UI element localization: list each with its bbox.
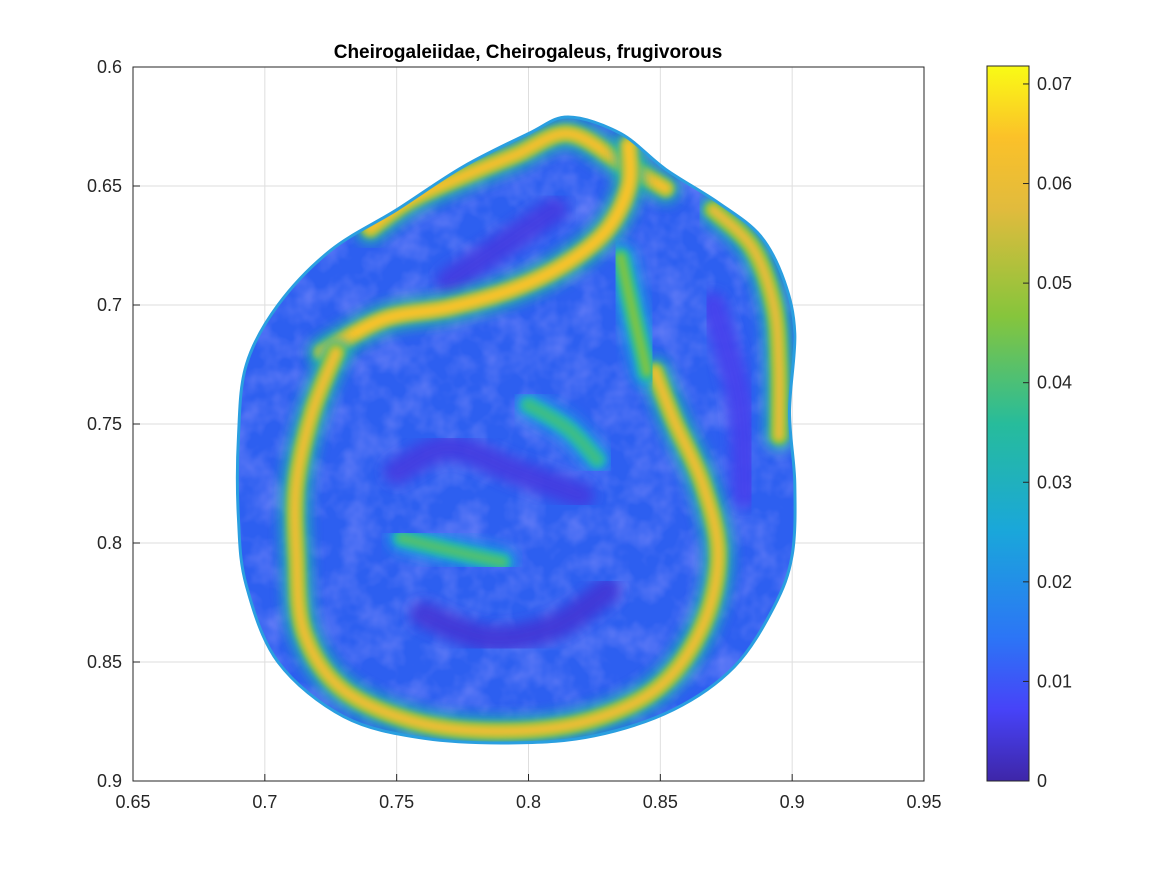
valley-band [436, 196, 568, 295]
valley-band [700, 292, 758, 509]
y-tick-label: 0.8 [97, 533, 122, 553]
colorbar-box [986, 65, 1030, 782]
surface-edge [235, 115, 797, 745]
colorbar-tick-label: 0.06 [1037, 174, 1072, 194]
y-axis: 0.6 0.65 0.7 0.75 0.8 0.85 0.9 [87, 57, 140, 791]
valley-band [410, 577, 621, 652]
colorbar-tick-label: 0.04 [1037, 373, 1072, 393]
heatmap-surface [237, 117, 796, 743]
colorbar-gradient [987, 66, 1029, 781]
x-tick-label: 0.65 [115, 792, 150, 812]
colorbar-tick-label: 0.01 [1037, 671, 1072, 691]
x-tick-label: 0.75 [379, 792, 414, 812]
y-tick-label: 0.75 [87, 414, 122, 434]
colorbar-tick-label: 0.07 [1037, 74, 1072, 94]
ridge-core [397, 533, 507, 567]
valley-layer [383, 196, 758, 652]
colorbar-tick-label: 0.02 [1037, 572, 1072, 592]
y-tick-label: 0.9 [97, 771, 122, 791]
ridge-core [616, 252, 652, 377]
ridge-core [524, 400, 602, 465]
colorbar-tick-label: 0.05 [1037, 273, 1072, 293]
chart-title: Cheirogaleiidae, Cheirogaleus, frugivoro… [334, 42, 723, 63]
ridge-layer [279, 118, 795, 743]
y-tick-label: 0.85 [87, 652, 122, 672]
x-tick-label: 0.8 [516, 792, 541, 812]
valley-band [383, 434, 595, 509]
x-tick-label: 0.95 [906, 792, 941, 812]
y-tick-label: 0.6 [97, 57, 122, 77]
y-tick-label: 0.7 [97, 295, 122, 315]
ridge-core [708, 205, 784, 441]
colorbar-tick-label: 0 [1037, 771, 1047, 791]
colorbar-ticks: 0 0.01 0.02 0.03 0.04 0.05 0.06 0.07 [1023, 74, 1072, 791]
x-tick-label: 0.85 [643, 792, 678, 812]
y-tick-label: 0.65 [87, 176, 122, 196]
axes: 0.65 0.7 0.75 0.8 0.85 0.9 0.95 0.6 0.65 0.7 0.75… [87, 57, 942, 812]
x-tick-label: 0.7 [252, 792, 277, 812]
colorbar-tick-label: 0.03 [1037, 472, 1072, 492]
ridge-core [290, 348, 723, 736]
x-tick-label: 0.9 [780, 792, 805, 812]
colorbar: 0 0.01 0.02 0.03 0.04 0.05 0.06 0.07 [986, 65, 1072, 791]
x-axis: 0.65 0.7 0.75 0.8 0.85 0.9 0.95 [115, 774, 942, 812]
ridge-core [318, 141, 635, 358]
